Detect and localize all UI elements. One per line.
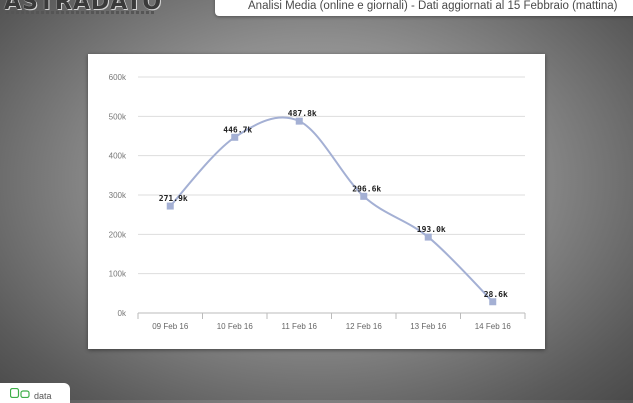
data-point[interactable]: [295, 117, 303, 125]
y-tick-label: 100k: [109, 270, 127, 279]
data-label: 271.9k: [159, 194, 188, 203]
chart-series: [169, 116, 494, 303]
data-label: 296.6k: [352, 184, 381, 193]
x-tick-label: 12 Feb 16: [346, 322, 383, 331]
x-tick-label: 10 Feb 16: [217, 322, 254, 331]
chart-markers: [166, 117, 497, 306]
x-axis-ticks: 09 Feb 16 10 Feb 16 11 Feb 16 12 Feb 16 13 F…: [137, 312, 526, 331]
data-point[interactable]: [231, 133, 239, 141]
x-tick-label: 14 Feb 16: [475, 322, 512, 331]
y-tick-label: 600k: [109, 73, 127, 82]
data-label: 487.8k: [288, 109, 317, 118]
chart-card: 0k 100k 200k 300k 400k 500k 600k 09 Feb 16 10 F…: [88, 54, 545, 349]
data-point[interactable]: [166, 202, 174, 210]
x-tick-label: 13 Feb 16: [410, 322, 447, 331]
data-label: 193.0k: [417, 225, 446, 234]
chart-data-labels: 271.9k 446.7k 487.8k 296.6k 193.0k 28.6k: [159, 109, 508, 299]
data-point[interactable]: [360, 192, 368, 200]
x-tick-label: 09 Feb 16: [152, 322, 189, 331]
logo-tagline: [6, 11, 156, 14]
logo: ASTRADATO: [4, 0, 184, 16]
data-tab-label: data: [34, 391, 52, 401]
line-chart: 0k 100k 200k 300k 400k 500k 600k 09 Feb 16 10 F…: [109, 73, 526, 331]
header-banner: Analisi Media (online e giornali) - Dati…: [215, 0, 633, 16]
y-tick-label: 400k: [109, 152, 127, 161]
data-point[interactable]: [489, 298, 497, 306]
data-point[interactable]: [424, 233, 432, 241]
banner-title: Analisi Media (online e giornali) - Dati…: [248, 0, 618, 12]
y-tick-label: 500k: [109, 112, 127, 121]
y-tick-label: 300k: [109, 191, 127, 200]
data-label: 446.7k: [223, 125, 252, 134]
y-tick-label: 0k: [118, 309, 127, 318]
y-axis-ticks: 0k 100k 200k 300k 400k 500k 600k: [109, 73, 127, 318]
data-label: 28.6k: [484, 290, 508, 299]
x-tick-label: 11 Feb 16: [282, 322, 318, 331]
series-line: [169, 116, 494, 303]
y-tick-label: 200k: [109, 230, 127, 239]
logo-text: ASTRADATO: [4, 0, 163, 15]
data-icon: [10, 388, 30, 398]
data-tab[interactable]: data: [0, 383, 70, 403]
chart-gridlines: [138, 76, 525, 314]
